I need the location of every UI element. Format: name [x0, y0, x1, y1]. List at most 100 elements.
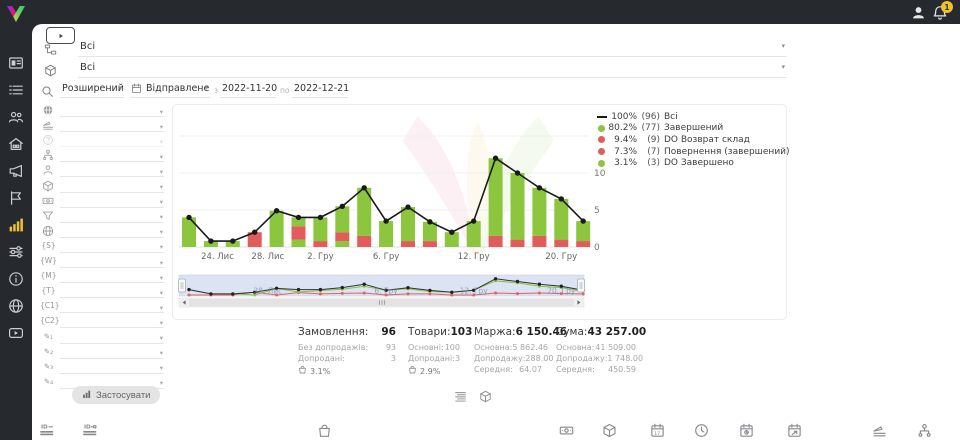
scroll-right-arrow [577, 300, 581, 305]
tool-calendar-clock[interactable] [739, 423, 754, 440]
chevron-down-icon: ▾ [159, 379, 163, 388]
tool-bag[interactable] [317, 423, 332, 440]
chevron-down-icon: ▾ [204, 84, 208, 92]
filter-utm-c2-select[interactable]: {C2} ▾ [40, 314, 164, 329]
nav-integrations[interactable] [0, 293, 32, 319]
legend-item[interactable]: 3.1% (3) DO Завершено [595, 157, 783, 169]
stats-row: Середня: 64.07 [474, 365, 542, 374]
nav-settings[interactable] [0, 239, 32, 265]
stats-row: Допродані: 3 [298, 354, 396, 363]
tool-calendar-date[interactable]: 17 [650, 423, 665, 440]
filter-custom-3-icon: ✎₃ [43, 361, 54, 371]
tool-products[interactable] [602, 423, 617, 440]
tool-time[interactable] [694, 423, 709, 440]
select-underline [60, 236, 164, 238]
chart-canvas: 0 5 10 24. Лис 28. Лис 2. Гру 6. Гру 12. Гру 20.… [178, 135, 606, 308]
filter-utm-s-select[interactable]: {S} ▾ [40, 239, 164, 254]
select-underline [60, 297, 164, 299]
filter-custom-2-select[interactable]: ✎₂ ▾ [40, 345, 164, 360]
nav-warehouse[interactable] [0, 131, 32, 157]
filter-product-select[interactable]: ▾ [40, 179, 164, 194]
filter-utm-t-icon: {T} [41, 286, 56, 296]
filter-utm-c2-icon: {C2} [40, 316, 60, 326]
select-underline [60, 146, 164, 148]
nav-dashboard[interactable] [0, 50, 32, 76]
view-list-toggle[interactable] [454, 388, 467, 407]
legend-item[interactable]: 100% (96) Всі [595, 111, 783, 123]
tool-money[interactable] [559, 423, 574, 440]
legend-percent: 80.2% [608, 123, 637, 134]
filter-custom-1-select[interactable]: ✎₁ ▾ [40, 330, 164, 345]
tool-source[interactable] [872, 423, 887, 440]
tool-id-list[interactable]: ID [40, 423, 55, 440]
chart-scrollbar[interactable] [178, 297, 585, 308]
filter-country-select[interactable]: ▾ [40, 103, 164, 118]
chevron-down-icon: ▾ [159, 288, 163, 297]
legend-item[interactable]: 7.3% (7) Повернення (завершений) [595, 146, 790, 158]
search-icon [41, 83, 54, 102]
filter-manager-select[interactable]: ▾ [40, 163, 164, 178]
filter-utm-w-select[interactable]: {W} ▾ [40, 254, 164, 269]
legend-item[interactable]: 80.2% (77) Завершений [595, 123, 783, 135]
stats-row: Без допродажів: 93 [298, 343, 396, 352]
tool-calendar-export[interactable] [787, 423, 802, 440]
nav-tutorials[interactable] [0, 320, 32, 346]
filter-utm-m-select[interactable]: {M} ▾ [40, 269, 164, 284]
chevron-down-icon: ▾ [159, 349, 163, 358]
stats-column: Маржа: 6 150.46 Основна: 5 862.46 Допродажу:… [474, 326, 567, 375]
funnel-icon [41, 209, 55, 223]
tool-structure[interactable] [917, 423, 932, 440]
chevron-down-icon: ▾ [159, 183, 163, 191]
filter-payment-select[interactable]: ▾ [40, 194, 164, 209]
legend-marker [595, 159, 608, 167]
ramp-icon [41, 118, 55, 132]
tool-id-link[interactable]: ID [83, 423, 98, 440]
select-underline [60, 191, 164, 193]
avatar-icon[interactable] [911, 5, 926, 24]
scroll-left-arrow [182, 300, 186, 305]
date-field-select[interactable]: Відправлене ▾ [130, 81, 210, 98]
chart-navigator[interactable]: 28. Лис 6. Гру 12. Гру 20. Гру [178, 274, 585, 297]
search-mode-select[interactable]: Розширений ▾ [60, 81, 124, 98]
view-products-toggle[interactable] [479, 388, 492, 407]
svg-text:0: 0 [594, 243, 600, 253]
nav-marketing[interactable] [0, 158, 32, 184]
date-from-input[interactable]: 2022-11-20 [220, 81, 277, 98]
nav-info[interactable] [0, 266, 32, 292]
search-mode-value: Розширений [62, 83, 124, 94]
nav-clients[interactable] [0, 104, 32, 130]
navigator-left-handle[interactable] [178, 278, 186, 293]
filter-unknown-select[interactable]: ▾ [40, 133, 164, 148]
product-filter-select[interactable]: Всі ▾ [78, 60, 787, 78]
globe-solid-icon [41, 103, 55, 117]
status-filter-select[interactable]: Всі ▾ [78, 39, 787, 57]
filter-source-select[interactable]: ▾ [40, 118, 164, 133]
video-hint-button[interactable] [46, 27, 75, 44]
apply-filters-button[interactable]: Застосувати [72, 386, 161, 404]
filter-custom-3-select[interactable]: ✎₃ ▾ [40, 360, 164, 375]
chevron-down-icon: ▾ [159, 303, 163, 312]
svg-text:5: 5 [594, 206, 600, 216]
legend-percent: 9.4% [614, 134, 637, 145]
chevron-down-icon: ▾ [159, 273, 163, 282]
filter-funnel-select[interactable]: ▾ [40, 209, 164, 224]
legend-count: (96) [641, 111, 660, 122]
nav-campaigns[interactable] [0, 185, 32, 211]
banknote-icon [41, 194, 55, 208]
package-icon [41, 179, 55, 193]
filter-utm-c1-select[interactable]: {C1} ▾ [40, 299, 164, 314]
chevron-down-icon: ▾ [159, 243, 163, 252]
nav-orders[interactable] [0, 77, 32, 103]
nav-analytics[interactable] [0, 212, 32, 238]
app-logo[interactable] [4, 2, 28, 26]
legend-item[interactable]: 9.4% (9) DO Возврат склад [595, 134, 783, 146]
bag-icon [408, 365, 417, 377]
navigator-right-handle[interactable] [577, 278, 585, 293]
filter-structure-select[interactable]: ▾ [40, 148, 164, 163]
filter-utm-t-select[interactable]: {T} ▾ [40, 284, 164, 299]
x-axis-labels: 24. Лис 28. Лис 2. Гру 6. Гру 12. Гру 20. Гру [201, 252, 577, 262]
legend-marker [595, 136, 608, 144]
svg-text:28. Лис: 28. Лис [251, 252, 284, 262]
date-to-input[interactable]: 2022-12-21 [292, 81, 349, 98]
filter-site-select[interactable]: ▾ [40, 224, 164, 239]
